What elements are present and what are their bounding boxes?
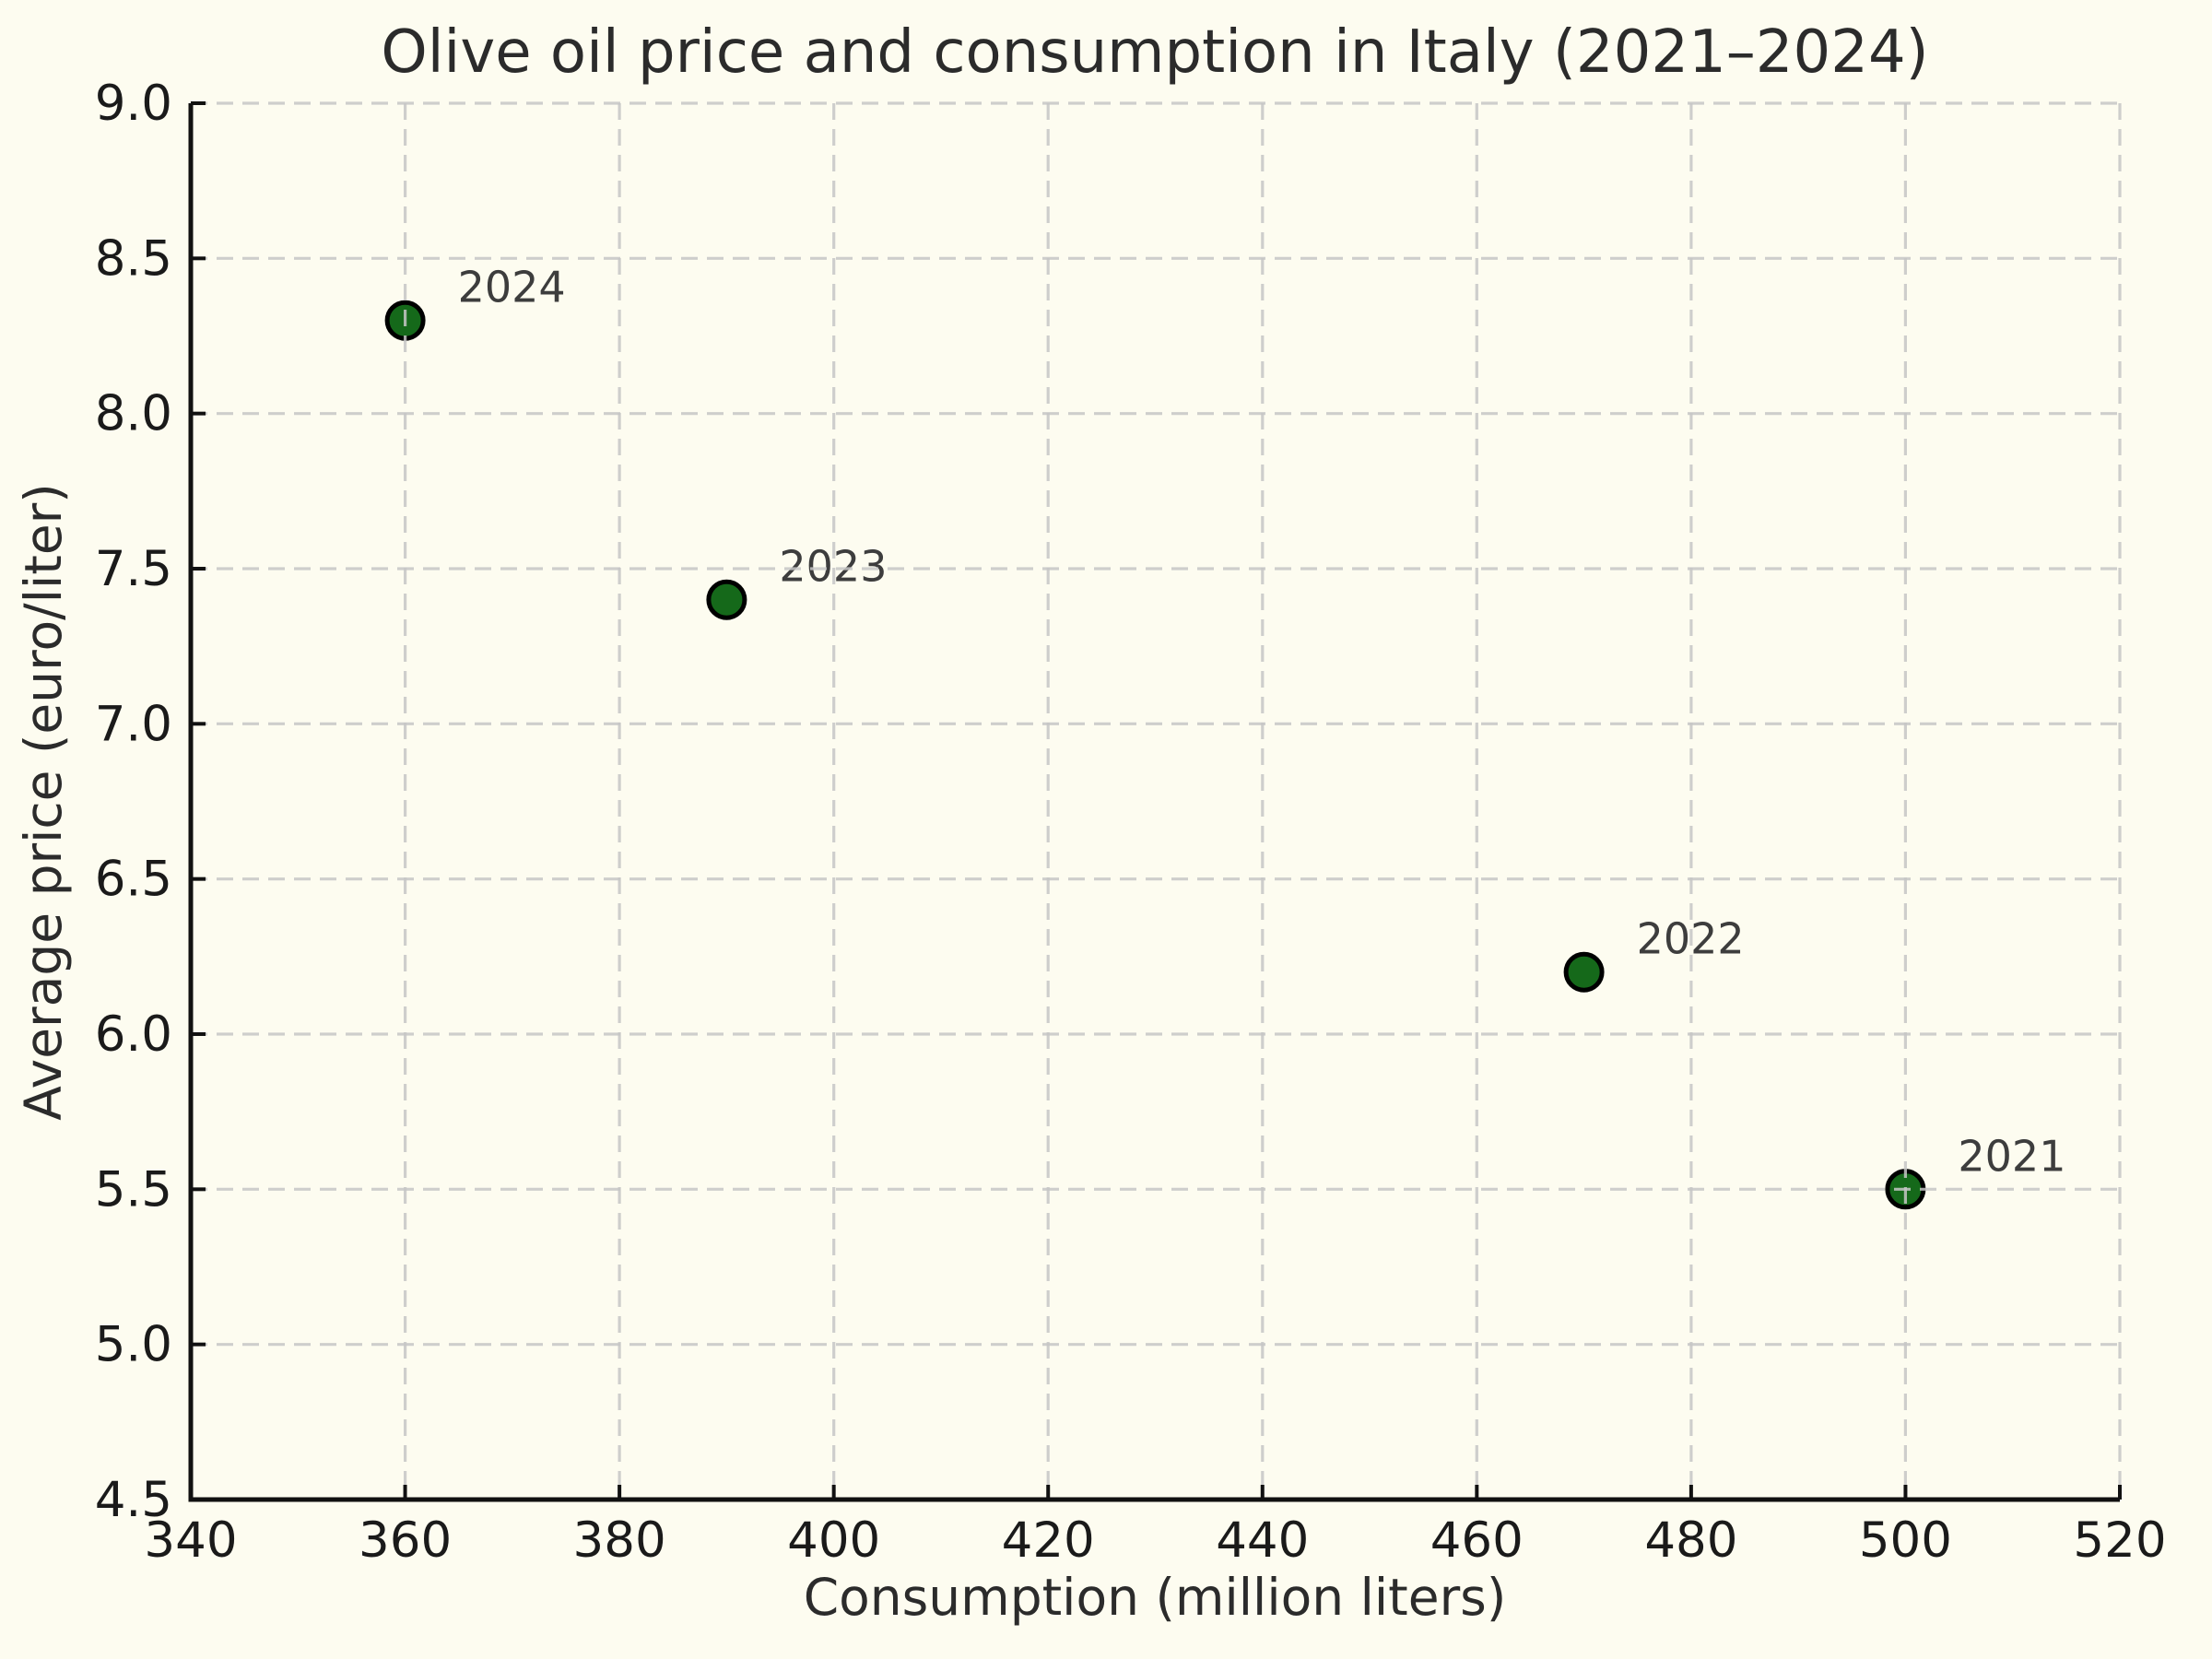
x-tick-label-340: 340 bbox=[144, 1512, 237, 1569]
axes-layer bbox=[188, 101, 2122, 1502]
y-axis-label: Average price (euro/liter) bbox=[14, 483, 73, 1120]
x-tick-label-500: 500 bbox=[1859, 1512, 1952, 1569]
y-tick-label-8.0: 8.0 bbox=[95, 386, 172, 442]
data-point-2023 bbox=[706, 579, 747, 620]
x-tick-label-400: 400 bbox=[787, 1512, 880, 1569]
y-tick-label-7.5: 7.5 bbox=[95, 541, 172, 597]
data-points-layer bbox=[384, 300, 1926, 1210]
point-label-2021: 2021 bbox=[1958, 1131, 2065, 1181]
tick-labels-layer: 340 360 380 400 420 440 460 480 500 520 4.5 5.0 5.5 6… bbox=[95, 76, 2167, 1569]
x-tick-label-360: 360 bbox=[359, 1512, 452, 1569]
data-point-2022 bbox=[1563, 951, 1605, 993]
x-tick-label-480: 480 bbox=[1644, 1512, 1737, 1569]
x-tick-label-520: 520 bbox=[2073, 1512, 2166, 1569]
point-label-2024: 2024 bbox=[458, 263, 566, 312]
x-tick-label-420: 420 bbox=[1002, 1512, 1095, 1569]
y-tick-label-4.5: 4.5 bbox=[95, 1472, 172, 1528]
x-tick-label-380: 380 bbox=[573, 1512, 666, 1569]
y-tick-label-8.5: 8.5 bbox=[95, 230, 172, 287]
gridlines-layer bbox=[189, 101, 2122, 1501]
chart-title: Olive oil price and consumption in Italy… bbox=[381, 18, 1928, 87]
x-tick-label-440: 440 bbox=[1216, 1512, 1309, 1569]
x-axis-label: Consumption (million liters) bbox=[804, 1568, 1507, 1627]
x-tick-label-460: 460 bbox=[1430, 1512, 1524, 1569]
y-tick-label-6.5: 6.5 bbox=[95, 852, 172, 908]
y-tick-label-7.0: 7.0 bbox=[95, 696, 172, 752]
y-tick-label-5.0: 5.0 bbox=[95, 1317, 172, 1373]
y-tick-label-5.5: 5.5 bbox=[95, 1161, 172, 1218]
y-tick-label-6.0: 6.0 bbox=[95, 1006, 172, 1063]
y-tick-label-9.0: 9.0 bbox=[95, 76, 172, 132]
